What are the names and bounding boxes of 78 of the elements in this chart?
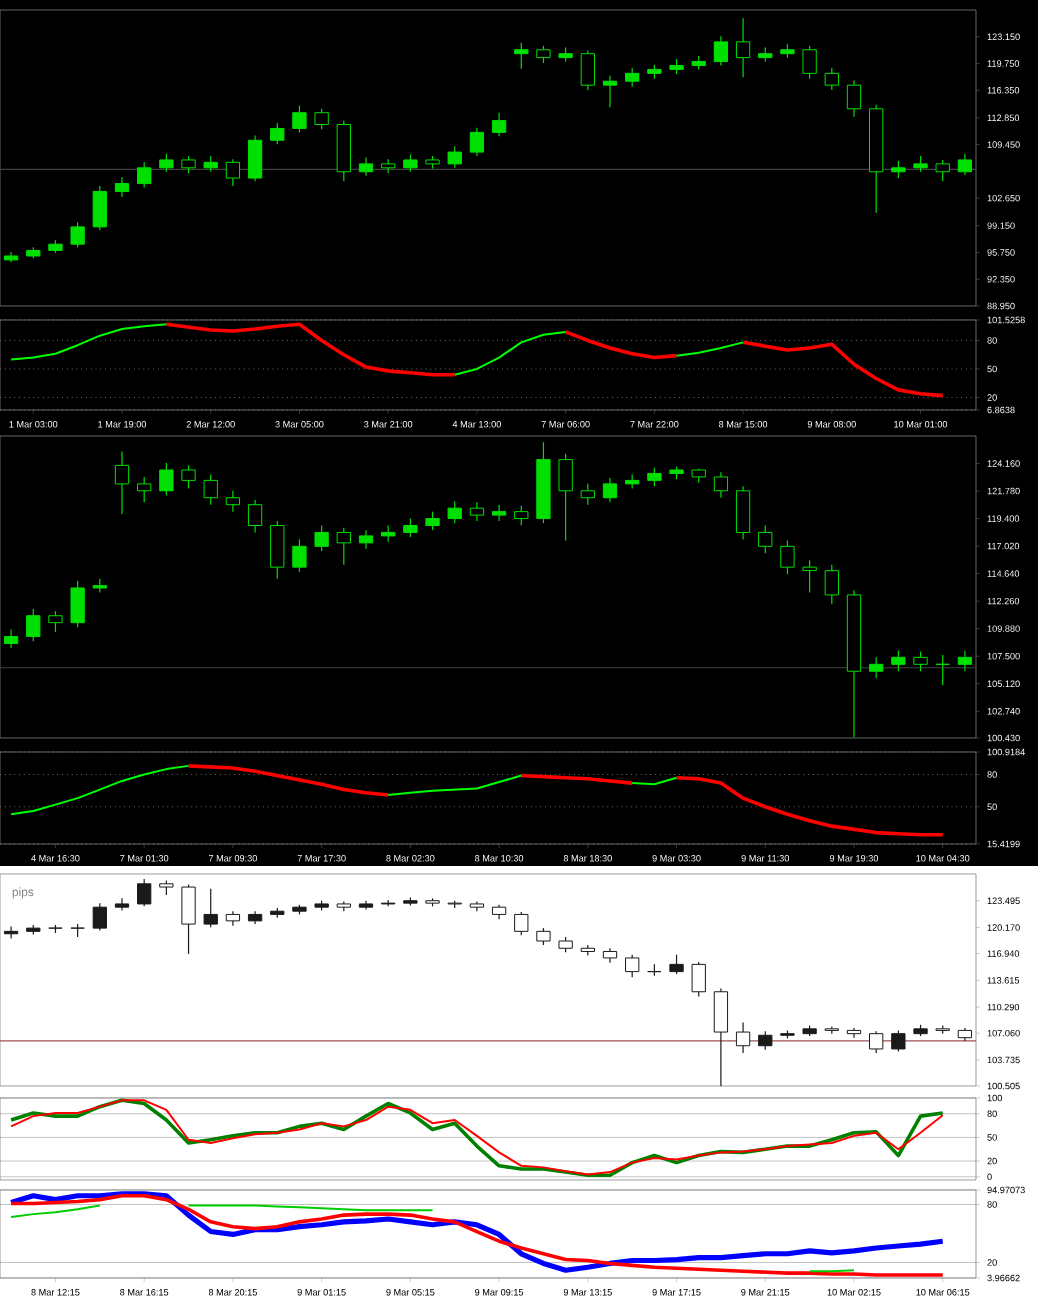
- candlestick: [713, 987, 729, 1086]
- candlestick: [491, 112, 507, 137]
- candlestick: [114, 897, 130, 911]
- candlestick: [780, 539, 795, 575]
- candlestick: [647, 467, 662, 487]
- candlestick: [713, 471, 729, 499]
- candlestick: [758, 524, 773, 554]
- candlestick: [802, 559, 817, 594]
- candlestick: [869, 656, 884, 679]
- candlestick: [514, 505, 529, 527]
- candlestick: [247, 499, 263, 534]
- candlestick: [625, 954, 640, 978]
- candlestick: [181, 884, 196, 955]
- candlestick: [469, 501, 485, 522]
- candlestick: [913, 650, 928, 672]
- candlestick: [92, 185, 107, 231]
- candlestick: [48, 610, 63, 633]
- candlestick: [602, 75, 618, 108]
- candlestick: [447, 145, 462, 169]
- candlestick: [935, 654, 950, 686]
- candlestick: [336, 119, 351, 182]
- candlestick: [292, 105, 307, 133]
- candlestick: [514, 911, 529, 936]
- candlestick: [869, 1030, 884, 1054]
- candlestick: [247, 134, 263, 182]
- candlestick: [114, 450, 130, 515]
- candlestick: [491, 504, 507, 522]
- candlestick: [824, 564, 839, 605]
- candlestick: [514, 42, 529, 70]
- candlestick: [735, 485, 751, 540]
- candlestick: [292, 538, 307, 573]
- candlestick: [891, 649, 906, 672]
- candlestick: [802, 45, 817, 80]
- candlestick: [92, 902, 107, 932]
- candlestick: [957, 649, 973, 672]
- candlestick: [159, 153, 174, 173]
- candlestick: [935, 159, 950, 182]
- candlestick: [137, 476, 152, 503]
- candlestick: [3, 629, 19, 649]
- candlestick: [758, 1030, 773, 1051]
- candlestick: [558, 453, 573, 542]
- candlestick: [580, 49, 595, 91]
- candlestick: [114, 176, 130, 198]
- candlestick: [181, 464, 196, 490]
- candlestick: [957, 153, 973, 176]
- candlestick: [314, 108, 329, 130]
- candlestick: [270, 122, 285, 145]
- candlestick: [735, 1021, 751, 1054]
- candlestick: [846, 1027, 862, 1039]
- candlestick: [447, 500, 462, 524]
- candlestick: [358, 156, 374, 177]
- candlestick: [602, 477, 618, 503]
- candlestick: [159, 462, 174, 497]
- candlestick: [469, 127, 485, 157]
- candlestick: [70, 580, 85, 628]
- candlestick: [137, 878, 152, 907]
- candlestick: [358, 529, 374, 550]
- candlestick: [137, 161, 152, 189]
- candlestick: [225, 158, 241, 187]
- candlestick: [270, 520, 285, 580]
- candlestick: [70, 221, 85, 248]
- candlestick: [625, 67, 640, 88]
- candlestick: [314, 524, 329, 552]
- candlestick: [580, 483, 595, 506]
- candlestick: [403, 517, 418, 538]
- candlestick: [713, 35, 729, 67]
- candlestick: [336, 527, 351, 566]
- candlestick: [203, 888, 218, 928]
- candlestick: [26, 608, 41, 642]
- candlestick: [824, 67, 839, 91]
- candlestick: [225, 490, 241, 513]
- candlestick: [691, 961, 706, 998]
- candlestick: [891, 1029, 906, 1052]
- candlestick: [203, 474, 218, 506]
- candlestick: [425, 511, 440, 531]
- candlestick: [669, 954, 684, 975]
- candlestick: [735, 17, 751, 78]
- candlestick: [846, 79, 862, 118]
